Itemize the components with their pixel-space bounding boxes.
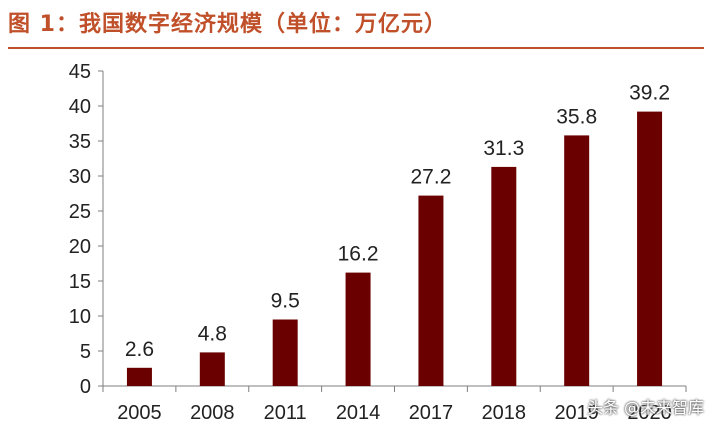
y-tick-label: 20: [69, 236, 91, 258]
y-tick-label: 25: [69, 201, 91, 223]
bar-2005: [126, 367, 152, 386]
y-tick-label: 10: [69, 306, 91, 328]
data-label-2005: 2.6: [125, 338, 154, 361]
x-tick-label: 2005: [117, 402, 162, 424]
x-tick-label: 2008: [190, 402, 235, 424]
bar-2020: [637, 111, 663, 386]
y-tick-label: 5: [80, 341, 91, 363]
data-label-2018: 31.3: [483, 137, 524, 160]
data-label-2014: 16.2: [338, 243, 379, 266]
y-tick-label: 40: [69, 96, 91, 118]
x-tick-label: 2014: [336, 402, 381, 424]
chart-title: 图 1：我国数字经济规模（单位：万亿元）: [8, 12, 447, 37]
data-label-2017: 27.2: [411, 166, 452, 189]
bar-2008: [199, 352, 225, 386]
data-label-2008: 4.8: [198, 322, 227, 345]
x-tick-label: 2020: [627, 402, 672, 424]
data-label-2019: 35.8: [556, 105, 597, 128]
bar-2018: [491, 166, 517, 386]
bar-2011: [272, 319, 298, 386]
data-label-2020: 39.2: [629, 82, 670, 105]
x-tick-label: 2018: [482, 402, 527, 424]
y-tick-label: 45: [69, 61, 91, 83]
x-tick-label: 2017: [409, 402, 454, 424]
x-tick-label: 2019: [554, 402, 599, 424]
y-tick-label: 30: [69, 166, 91, 188]
title-underline: [8, 47, 704, 49]
watermark: 头条 @未来智库: [586, 398, 704, 417]
bar-2014: [345, 272, 371, 386]
bar-2017: [418, 195, 444, 386]
y-tick-label: 35: [69, 131, 91, 153]
y-tick-label: 15: [69, 271, 91, 293]
bar-2019: [564, 135, 590, 386]
y-tick-label: 0: [80, 376, 91, 398]
chart-bars: [126, 111, 663, 386]
data-label-2011: 9.5: [271, 290, 300, 313]
x-tick-label: 2011: [264, 402, 307, 424]
chart-data-labels: 2.6 4.8 9.5 16.2 27.2 31.3 35.8 39.2: [125, 82, 670, 361]
